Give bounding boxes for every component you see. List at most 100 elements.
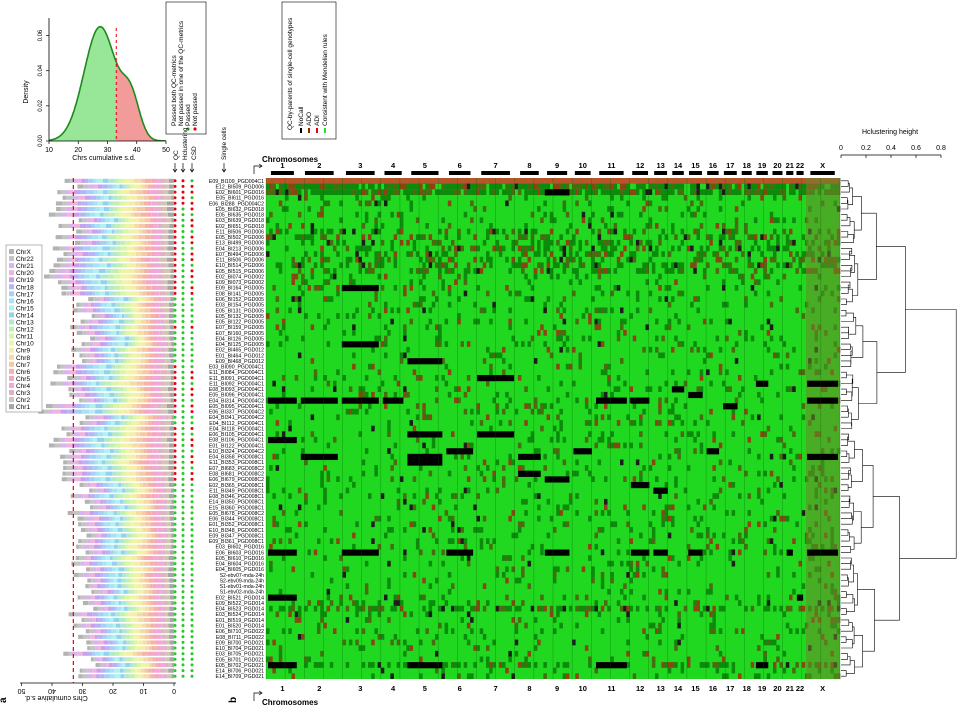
heatmap-cell [632,476,637,482]
heatmap-cell [661,335,665,342]
heatmap-cell [546,414,551,421]
csd-segment [105,218,110,223]
heatmap-cell [377,369,382,376]
heatmap-cell [396,380,401,387]
heatmap-cell [384,594,388,601]
nocall-block [544,189,570,196]
heatmap-cell [457,662,461,668]
heatmap-cell [661,515,665,522]
nocall-block [807,453,838,461]
csd-segment [153,375,161,380]
csd-segment [119,516,124,521]
sample-label: E06_BI710_PGD022 [216,629,265,635]
heatmap-cell [380,256,385,263]
heatmap-cell [722,285,726,291]
heatmap-cell [706,189,710,195]
heatmap-cell [352,600,356,606]
heatmap-cell [607,380,611,387]
heatmap-cell [686,369,691,376]
heatmap-cell [444,510,449,516]
heatmap-cell [600,527,605,533]
csd-segment [97,184,103,189]
heatmap-cell [591,211,595,218]
heatmap-cell [476,493,480,499]
csd-segment [118,319,124,324]
heatmap-cell [384,532,388,539]
csd-segment [149,195,154,200]
csd-segment [154,505,157,510]
heatmap-cell [329,296,334,302]
csd-segment [129,218,134,223]
heatmap-cell [537,239,541,246]
heatmap-cell [696,296,700,302]
csd-segment [120,511,126,516]
heatmap-cell [524,273,528,280]
heatmap-cell [731,268,736,274]
csd-segment [158,297,162,302]
qc-marker [173,275,177,278]
heatmap-cell [680,420,685,426]
heatmap-cell [361,662,366,668]
csd-segment [144,184,148,189]
csd-segment [159,505,164,510]
chromosome-bar [772,171,783,175]
heatmap-cell [635,566,640,573]
sample-label: E05_BI635_PGD018 [216,213,265,219]
heatmap-cell [623,583,627,589]
csd-segment [125,471,130,476]
csd-segment [115,212,120,217]
heatmap-cell [543,200,547,207]
heatmap-cell [642,504,646,511]
heatmap-cell [686,234,691,240]
heatmap-cell [645,262,649,269]
csd-segment [146,432,152,437]
heatmap-cell [543,605,547,612]
qc-marker [190,624,194,627]
heatmap-cell [671,245,675,252]
heatmap-cell [393,234,398,240]
heatmap-cell [546,239,551,246]
heatmap-cell [642,228,646,235]
heatmap-cell [313,605,318,612]
heatmap-cell [447,515,452,522]
heatmap-cell [763,189,767,195]
csd-segment [72,375,79,380]
heatmap-cell [336,290,340,297]
dendrogram-branch [841,388,847,395]
csd-segment [168,415,172,420]
dendrogram-branch [841,281,851,289]
heatmap-cell [565,256,570,263]
heatmap-cell [639,476,643,482]
csd-segment [136,308,140,313]
csd-segment [168,409,174,414]
csd-segment [82,330,87,335]
heatmap-cell [524,656,528,663]
heatmap-cell [651,183,656,190]
dendrogram-branch [841,515,853,525]
heatmap-cell [345,605,350,612]
qc-marker [181,410,185,414]
heatmap-cell [769,211,774,218]
csd-segment [122,263,128,268]
csd-segment [100,420,106,425]
heatmap-cell [374,605,378,612]
csd-segment [100,285,105,290]
csd-segment [85,359,90,364]
heatmap-cell [537,330,541,336]
heatmap-cell [384,301,388,308]
heatmap-cell [584,594,589,601]
heatmap-cell [447,223,452,229]
hclust-title: Hclustering height [862,129,918,136]
heatmap-cell [757,521,761,528]
csd-segment [170,375,174,380]
heatmap-cell [760,324,764,331]
csd-segment [92,308,97,313]
csd-segment [165,482,169,487]
csd-segment [138,499,144,504]
heatmap-cell [750,262,755,269]
nocall-block [544,549,570,556]
csd-segment [163,494,169,499]
csd-segment [123,353,128,358]
qc-marker [181,382,185,385]
csd-segment [162,325,166,330]
